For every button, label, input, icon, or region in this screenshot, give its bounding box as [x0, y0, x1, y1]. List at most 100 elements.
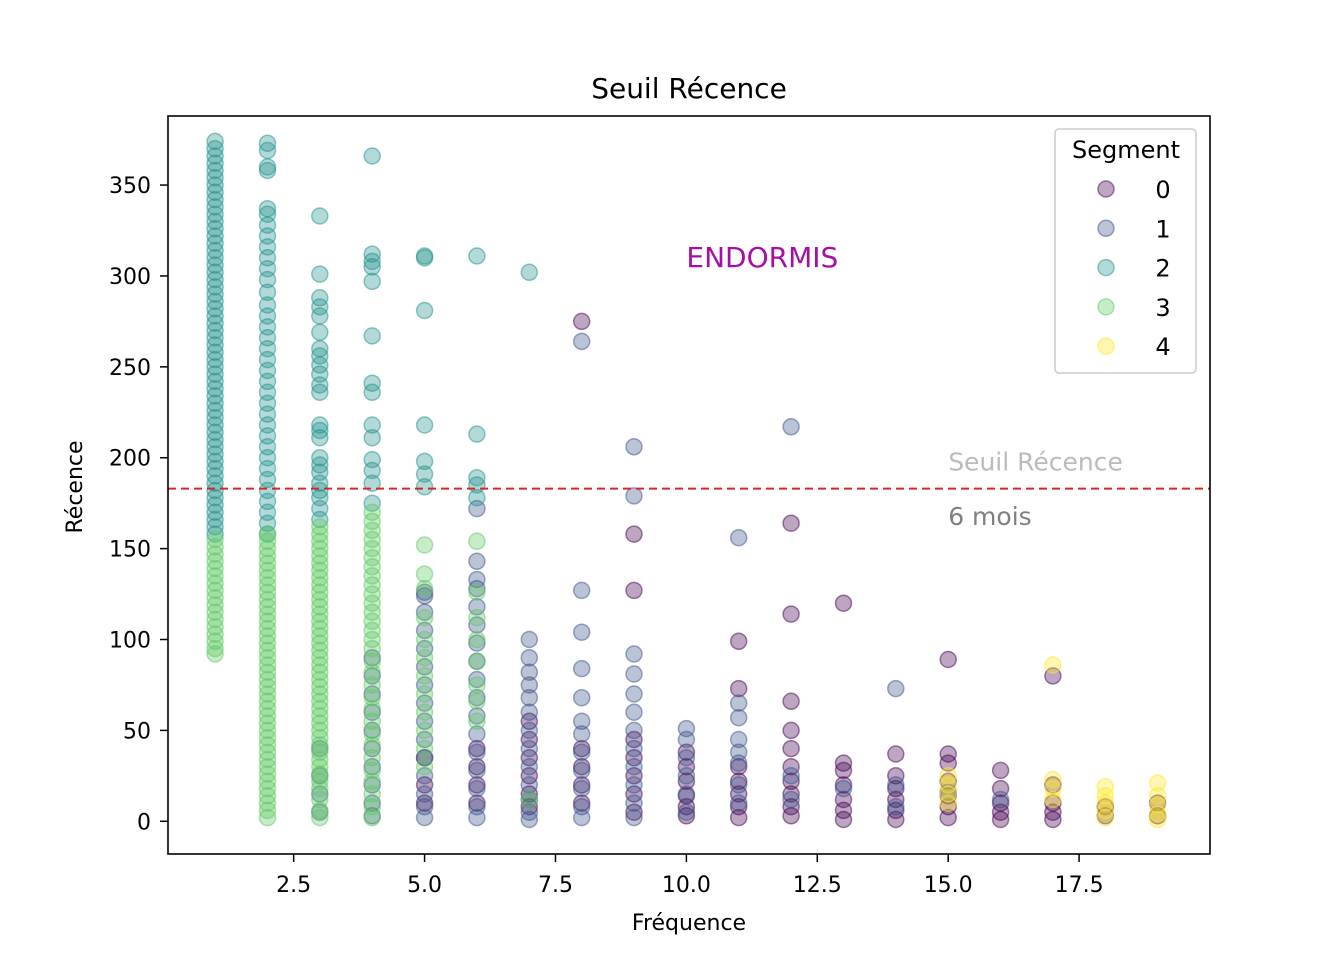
series-2 [206, 132, 539, 543]
data-point [625, 581, 643, 600]
data-point [415, 667, 434, 685]
legend-marker [1097, 298, 1115, 316]
data-point [363, 548, 381, 567]
x-tick-label: 17.5 [1055, 873, 1104, 898]
data-point [572, 743, 591, 761]
data-point [258, 728, 277, 747]
data-point [782, 790, 800, 809]
data-point [625, 487, 643, 505]
data-point [677, 803, 696, 821]
data-point [625, 776, 643, 794]
data-point [363, 736, 381, 754]
data-point [572, 725, 591, 743]
data-point [363, 539, 381, 558]
data-point [206, 430, 224, 449]
data-point [415, 630, 434, 649]
data-point [468, 608, 486, 627]
data-point [572, 332, 591, 351]
data-point [206, 525, 224, 543]
data-point [468, 532, 486, 551]
data-point [520, 797, 539, 816]
data-point [782, 797, 800, 816]
data-point [415, 730, 434, 749]
data-point [468, 676, 486, 694]
data-point [363, 603, 381, 621]
data-point [468, 247, 486, 265]
data-point [206, 176, 224, 194]
y-tick-label: 150 [109, 538, 151, 563]
data-point [729, 730, 748, 749]
data-point [729, 808, 748, 827]
data-point [468, 630, 486, 649]
x-tick-label: 5.0 [407, 873, 442, 898]
data-point [415, 603, 434, 621]
data-point [415, 648, 434, 667]
data-point [363, 808, 381, 827]
data-point [520, 703, 539, 721]
annotation-endormis: ENDORMIS [686, 241, 838, 274]
data-point [729, 794, 748, 812]
data-point [468, 808, 486, 827]
annotation-6-mois: 6 mois [948, 502, 1031, 531]
data-point [625, 757, 643, 776]
data-point [415, 478, 434, 496]
data-point [311, 728, 329, 747]
data-point [363, 699, 381, 718]
data-point [572, 761, 591, 780]
data-point [311, 605, 329, 623]
data-point [415, 301, 434, 320]
data-point [258, 270, 277, 289]
data-point [939, 776, 957, 794]
y-tick-label: 300 [109, 265, 151, 290]
data-point [206, 350, 224, 369]
data-point [468, 570, 486, 589]
data-point [1148, 805, 1167, 823]
series-0 [415, 312, 1167, 829]
data-point [311, 808, 329, 827]
data-point [206, 639, 224, 658]
data-point [468, 552, 486, 571]
legend: Segment 0 1 2 3 4 [1054, 128, 1197, 374]
data-point [311, 207, 329, 225]
data-point [887, 767, 905, 785]
data-point [258, 707, 277, 725]
data-point [363, 374, 381, 392]
data-point [468, 712, 486, 731]
data-point [468, 725, 486, 743]
x-tick-label: 15.0 [924, 873, 973, 898]
legend-marker [1097, 219, 1115, 238]
data-point [520, 785, 539, 803]
y-axis: 0 50 100 150 200 250 300 350 [109, 174, 168, 835]
data-point [520, 263, 539, 282]
x-tick-label: 2.5 [276, 873, 311, 898]
data-point [572, 659, 591, 678]
data-point [834, 810, 853, 829]
legend-label: 2 [1155, 255, 1170, 283]
data-point [415, 608, 434, 627]
data-point [415, 808, 434, 827]
data-point [520, 630, 539, 649]
data-point [520, 767, 539, 785]
data-point [363, 612, 381, 631]
data-point [206, 574, 224, 592]
data-point [206, 227, 224, 245]
data-point [415, 757, 434, 776]
data-point [1148, 774, 1167, 792]
legend-label: 1 [1155, 215, 1170, 243]
data-point [677, 797, 696, 816]
data-point [834, 761, 853, 780]
data-point [572, 712, 591, 731]
data-point [363, 512, 381, 531]
data-point [468, 692, 486, 711]
data-point [991, 810, 1010, 829]
data-point [363, 474, 381, 492]
data-point [258, 141, 277, 160]
data-point [677, 767, 696, 785]
data-point [782, 772, 800, 791]
data-point [887, 810, 905, 829]
data-point [311, 347, 329, 365]
data-point [625, 645, 643, 663]
data-point [415, 767, 434, 785]
data-point [939, 767, 957, 785]
data-point [625, 438, 643, 456]
